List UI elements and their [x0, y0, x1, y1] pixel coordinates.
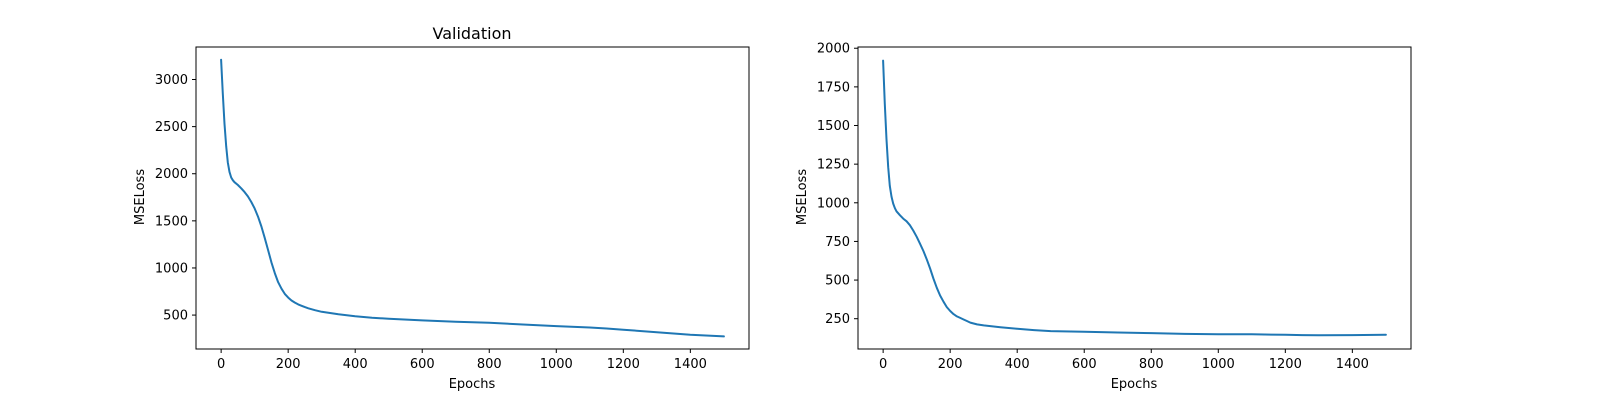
- y-tick-label: 1000: [817, 196, 850, 211]
- x-tick-label: 1000: [1202, 357, 1235, 372]
- y-tick-label: 1750: [817, 80, 850, 95]
- x-tick-label: 1000: [540, 357, 573, 372]
- chart-title: Validation: [432, 24, 511, 43]
- y-tick-label: 750: [825, 235, 850, 250]
- y-tick-label: 3000: [155, 73, 188, 88]
- y-tick-label: 2500: [155, 120, 188, 135]
- y-axis-label: MSELoss: [795, 169, 810, 225]
- x-tick-label: 1200: [1269, 357, 1302, 372]
- x-tick-label: 1200: [607, 357, 640, 372]
- y-tick-label: 1500: [155, 214, 188, 229]
- y-tick-label: 500: [163, 309, 188, 324]
- y-tick-label: 250: [825, 312, 850, 327]
- x-tick-label: 600: [410, 357, 435, 372]
- series-line: [220, 58, 725, 338]
- y-tick-label: 2000: [155, 167, 188, 182]
- x-tick-label: 800: [477, 357, 502, 372]
- x-axis-label: Epochs: [1111, 377, 1158, 392]
- chart-panel-right: Epochs MSELoss 0 200 400 600 800 1000 1200 1400…: [795, 42, 1412, 392]
- y-tick-label: 1000: [155, 261, 188, 276]
- chart-panel-left: Validation Epochs MSELoss 0 200 400 600 800 1…: [133, 24, 750, 392]
- x-tick-label: 400: [343, 357, 368, 372]
- x-axis-label: Epochs: [449, 377, 496, 392]
- x-tick-label: 400: [1005, 357, 1030, 372]
- plot-frame: [195, 46, 750, 350]
- y-tick-label: 1500: [817, 119, 850, 134]
- y-axis-label: MSELoss: [133, 169, 148, 225]
- x-tick-label: 0: [217, 357, 225, 372]
- y-tick-label: 1250: [817, 158, 850, 173]
- series-line: [882, 59, 1387, 337]
- x-tick-label: 0: [879, 357, 887, 372]
- x-tick-label: 1400: [1336, 357, 1369, 372]
- y-tick-label: 500: [825, 274, 850, 289]
- plot-frame: [857, 46, 1412, 350]
- y-tick-label: 2000: [817, 42, 850, 57]
- x-tick-label: 800: [1139, 357, 1164, 372]
- x-tick-label: 600: [1072, 357, 1097, 372]
- x-tick-label: 200: [276, 357, 301, 372]
- x-tick-label: 1400: [674, 357, 707, 372]
- x-tick-label: 200: [938, 357, 963, 372]
